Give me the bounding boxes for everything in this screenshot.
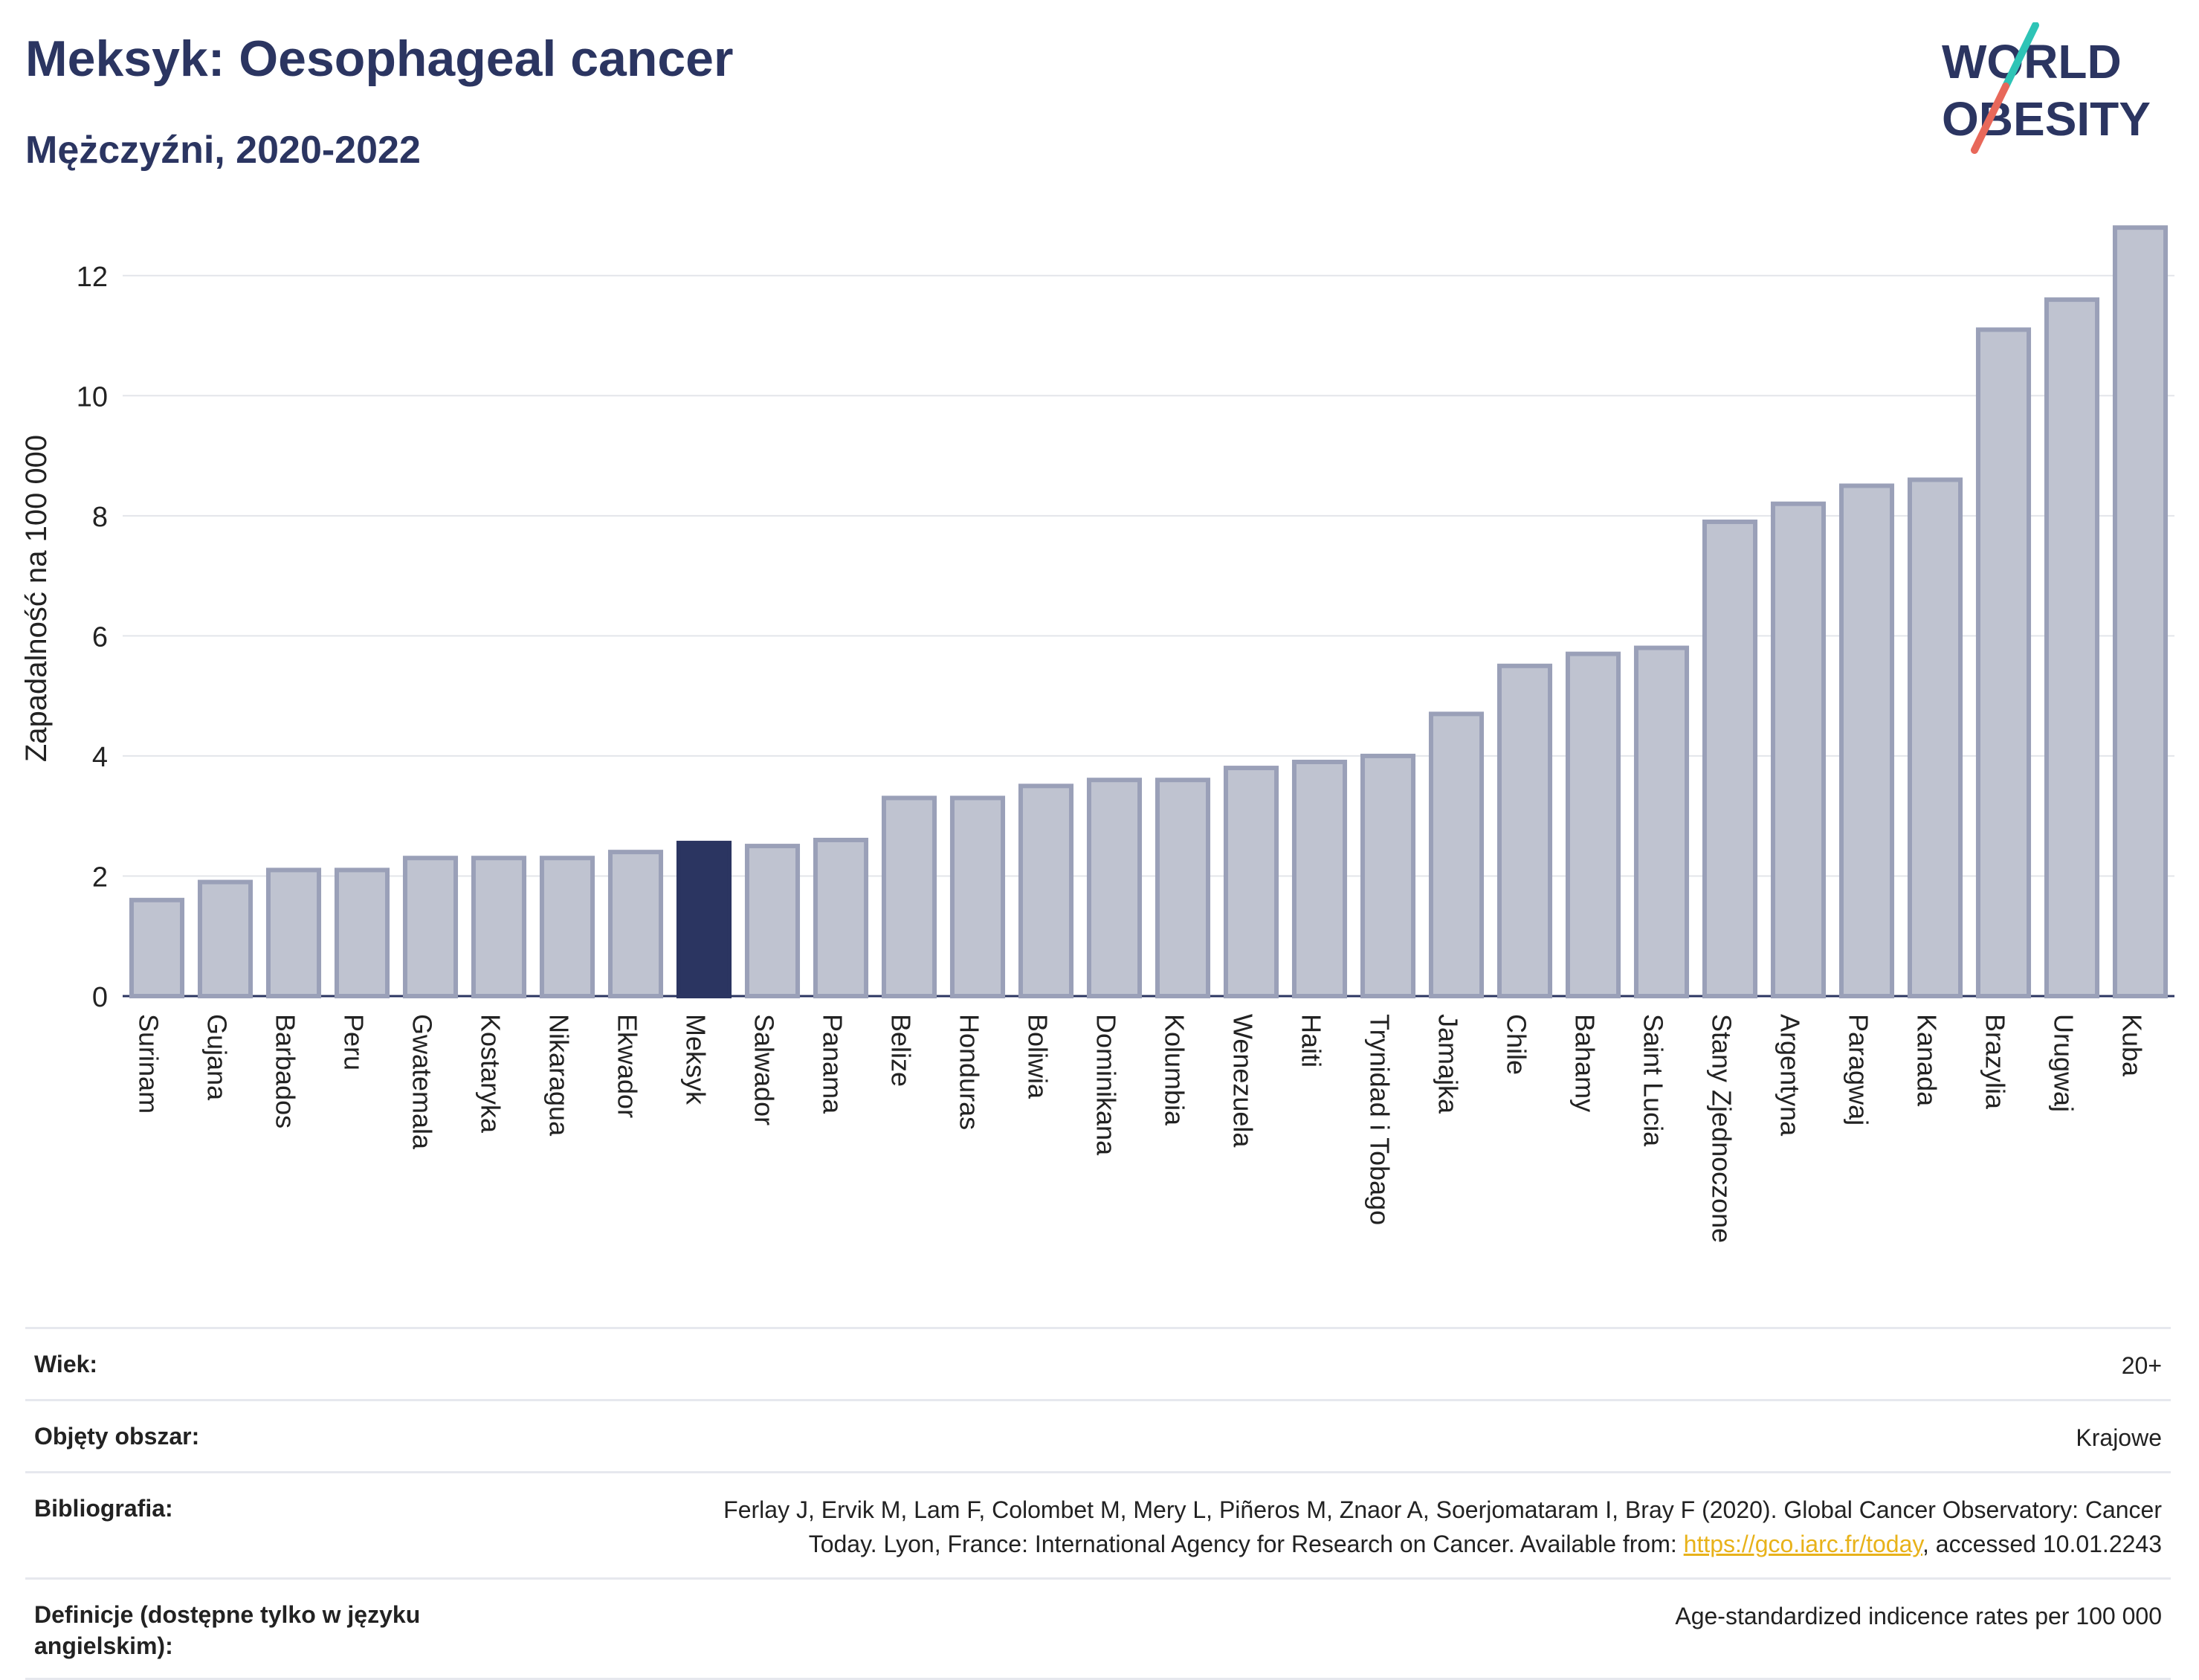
world-obesity-logo: WORLD OBESITY [1942,22,2151,154]
x-tick-label: Haiti [1296,1014,1326,1067]
x-tick-label: Meksyk [680,1014,711,1105]
x-tick-label: Argentyna [1775,1014,1805,1137]
bibliography-label: Bibliografia: [34,1495,173,1522]
bar-chart: 0 2 4 6 8 10 12 Surinam Gujana Barbados Peru Gwate… [20,225,2174,1243]
x-tick-label: Ekwador [612,1014,642,1118]
y-axis-label: Zapadalność na 100 000 [20,435,53,762]
y-axis: 0 2 4 6 8 10 12 [77,262,2174,1013]
area-value: Krajowe [2076,1424,2162,1451]
y-tick-label: 10 [77,381,108,413]
age-value: 20+ [2121,1352,2162,1379]
x-tick-label: Brazylia [1980,1014,2010,1110]
bar-belize[interactable] [881,795,937,998]
bar-peru[interactable] [334,868,390,999]
definitions-label: Definicje (dostępne tylko w języku angie… [34,1601,421,1659]
y-tick-label: 8 [92,502,108,533]
x-tick-label: Kuba [2116,1014,2147,1077]
x-tick-label: Urugwaj [2048,1014,2079,1112]
x-tick-label: Chile [1501,1014,1531,1075]
x-tick-label: Dominikana [1091,1014,1121,1156]
bibliography-value: Ferlay J, Ervik M, Lam F, Colombet M, Me… [723,1493,2162,1561]
x-tick-label: Nikaragua [543,1014,574,1137]
bar-chile[interactable] [1496,663,1553,998]
logo-line-1: WORLD [1942,35,2122,88]
bar-gujana[interactable] [197,879,254,998]
x-tick-label: Kolumbia [1159,1014,1189,1126]
page-title: Meksyk: Oesophageal cancer [25,30,734,87]
bar-honduras[interactable] [949,795,1006,998]
meta-row-age: Wiek: 20+ [25,1327,2171,1399]
bibliography-link[interactable]: https://gco.iarc.fr/today [1683,1531,1922,1557]
x-tick-label: Saint Lucia [1638,1014,1668,1147]
x-tick-label: Kanada [1911,1014,1942,1107]
bar-nikaragua[interactable] [539,856,595,998]
bar-ekwador[interactable] [607,850,664,998]
x-tick-label: Salwador [749,1014,779,1125]
age-label: Wiek: [34,1351,98,1377]
bar-surinam[interactable] [129,897,185,999]
bar-kuba[interactable] [2112,225,2169,999]
y-tick-label: 6 [92,621,108,653]
meta-row-area: Objęty obszar: Krajowe [25,1399,2171,1471]
bar-kolumbia[interactable] [1155,778,1211,998]
x-tick-label: Gwatemala [407,1014,437,1150]
bibliography-line-1: Ferlay J, Ervik M, Lam F, Colombet M, Me… [723,1496,2162,1523]
bar-kanada[interactable] [1907,477,1963,998]
bar-boliwia[interactable] [1018,784,1074,999]
bar-wenezuela[interactable] [1223,766,1279,998]
x-tick-label: Gujana [201,1014,232,1101]
x-axis-labels: Surinam Gujana Barbados Peru Gwatemala Kostar… [133,1014,2147,1243]
bar-paragwaj[interactable] [1838,483,1895,998]
x-tick-label: Stany Zjednoczone [1706,1014,1737,1243]
x-tick-label: Boliwia [1022,1014,1053,1099]
x-tick-label: Trynidad i Tobago [1364,1014,1395,1225]
bar-argentyna[interactable] [1770,501,1827,998]
bibliography-line-2: Today. Lyon, France: International Agenc… [808,1531,1684,1557]
bar-dominikana[interactable] [1086,778,1143,998]
x-tick-label: Peru [338,1014,369,1070]
bibliography-accessed: , accessed 10.01.2243 [1922,1531,2162,1557]
bar-brazylia[interactable] [1975,327,2032,998]
meta-row-bibliography: Bibliografia: Ferlay J, Ervik M, Lam F, … [25,1471,2171,1577]
bar-bahamy[interactable] [1565,651,1621,998]
bar-stany-zjednoczone[interactable] [1702,519,1758,998]
x-tick-label: Kostaryka [475,1014,506,1134]
bars [129,225,2169,999]
bar-haiti[interactable] [1291,760,1348,998]
bar-urugwaj[interactable] [2044,297,2100,999]
meta-row-definitions: Definicje (dostępne tylko w języku angie… [25,1577,2171,1680]
area-label: Objęty obszar: [34,1423,200,1450]
logo-line-2: OBESITY [1942,92,2151,146]
x-tick-label: Bahamy [1569,1014,1600,1112]
x-tick-label: Wenezuela [1227,1014,1258,1148]
x-tick-label: Surinam [133,1014,164,1114]
x-tick-label: Honduras [954,1014,984,1130]
definitions-value: Age-standardized indicence rates per 100… [1675,1603,2162,1629]
bar-meksyk[interactable] [676,841,732,998]
metadata-table: Wiek: 20+ Objęty obszar: Krajowe Bibliog… [25,1327,2171,1680]
y-tick-label: 2 [92,862,108,893]
x-tick-label: Paragwaj [1843,1014,1873,1125]
y-tick-label: 12 [77,262,108,293]
bar-barbados[interactable] [265,868,322,999]
x-tick-label: Belize [885,1014,916,1087]
logo-slash-bottom [1971,83,2009,154]
bar-salwador[interactable] [744,844,801,998]
page-subtitle: Mężczyźni, 2020-2022 [25,129,421,172]
bar-jamajka[interactable] [1428,711,1485,999]
x-tick-label: Panama [817,1014,847,1114]
bar-panama[interactable] [813,838,869,998]
bar-saint-lucia[interactable] [1633,645,1690,998]
bar-trynidad-i-tobago[interactable] [1360,753,1416,999]
y-tick-label: 0 [92,982,108,1013]
y-tick-label: 4 [92,742,108,773]
x-tick-label: Jamajka [1433,1014,1463,1114]
bar-kostaryka[interactable] [471,856,527,998]
x-tick-label: Barbados [270,1014,300,1128]
bar-gwatemala[interactable] [402,856,459,998]
logo-slash-top [2002,22,2039,90]
